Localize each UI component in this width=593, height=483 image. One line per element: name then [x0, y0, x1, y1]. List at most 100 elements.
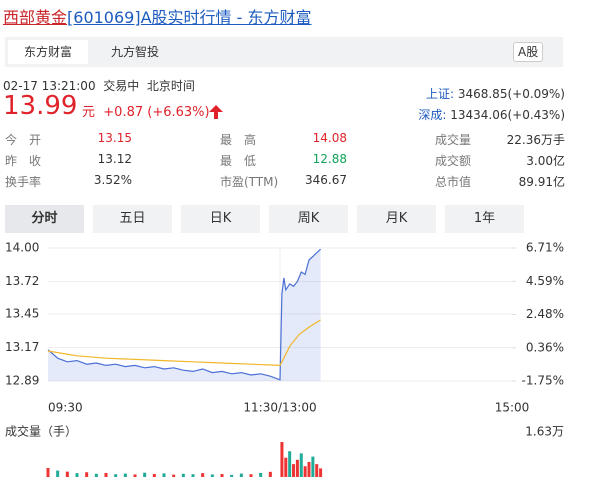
volume-bar [210, 474, 214, 477]
period-tab[interactable]: 月K [357, 205, 436, 233]
indices: 上证: 3468.85(+0.09%) 深成: 13434.06(+0.43%) [418, 84, 565, 126]
volume-bar [123, 473, 127, 477]
volume-max-label: 1.63万 [525, 425, 564, 439]
tab[interactable]: 东方财富 [8, 40, 88, 64]
zone: 北京时间 [146, 79, 195, 93]
stat-value: 22.36万手 [506, 133, 565, 147]
index: 上证: 3468.85(+0.09%) [418, 84, 565, 105]
index: 深成: 13434.06(+0.43%) [418, 105, 565, 126]
tab[interactable]: 九方智投 [110, 45, 159, 59]
title-link[interactable]: [601069]A股实时行情 - 东方财富 [67, 8, 312, 27]
period-tab[interactable]: 1年 [445, 205, 524, 233]
volume-bar [249, 474, 253, 477]
x-tick-label: 11:30/13:00 [243, 401, 316, 415]
market-badge: A股 [513, 42, 544, 62]
y-tick-label: 13.17 [5, 340, 39, 354]
y2-tick-label: 2.48% [526, 307, 564, 321]
period-tab[interactable]: 五日 [93, 205, 172, 233]
stat-value: 346.67 [305, 173, 347, 187]
intraday-chart: 14.00 13.72 13.45 13.17 12.89 6.71% 4.59% 2.48%… [5, 241, 564, 477]
volume-bar [114, 474, 118, 477]
volume-bar [94, 473, 98, 477]
volume-bar [65, 471, 69, 477]
stat-label: 成交量 [435, 133, 472, 147]
price-change: 元 +0.87 (+6.63%) [82, 101, 210, 120]
stat-value: 3.52% [93, 173, 132, 187]
tab-bar: 东方财富 九方智投 A股 [5, 37, 563, 67]
volume-bar [268, 471, 272, 477]
last-price: 13.99 [3, 91, 78, 121]
y-tick-label: 13.45 [5, 306, 39, 320]
stat-value: 13.15 [97, 131, 132, 145]
stat-value: 13.12 [97, 152, 132, 166]
volume-bar [288, 451, 292, 477]
volume-bar [85, 472, 89, 477]
stat-label: 昨 收 [5, 154, 42, 168]
volume-bar [239, 473, 243, 477]
volume-bar [162, 473, 166, 477]
volume-bar [143, 472, 147, 477]
volume-bar [201, 473, 205, 477]
volume-bar [56, 470, 60, 477]
stat-label: 成交额 [435, 154, 472, 168]
stock-name[interactable]: 西部黄金 [3, 8, 68, 27]
volume-bar [311, 456, 315, 477]
volume-bar [303, 466, 307, 477]
index-name[interactable]: 上证: [425, 87, 454, 101]
y-tick-label: 14.00 [5, 241, 39, 255]
change: +0.87 [103, 105, 144, 120]
volume-bar [220, 473, 224, 477]
volume-bar [295, 459, 299, 477]
change-pct: (+6.63%) [147, 105, 210, 120]
stat-label: 换手率 [5, 175, 42, 189]
stat-value: 12.88 [312, 152, 347, 166]
stat-label: 最 高 [220, 133, 257, 147]
time: 02-17 13:21:00 [3, 79, 96, 93]
price-line [47, 248, 322, 381]
unit: 元 [82, 105, 96, 120]
y2-tick-label: 6.71% [526, 241, 564, 255]
volume-bar [280, 442, 284, 477]
volume-label: 成交量（手） [5, 424, 77, 439]
volume-bar [299, 453, 303, 477]
volume-bar [230, 474, 234, 477]
y2-tick-label: -1.75% [522, 374, 564, 388]
x-tick-label: 15:00 [495, 401, 530, 415]
status: 02-17 13:21:00 交易中 北京时间 [3, 77, 195, 94]
volume-bar [307, 461, 311, 477]
stat-value: 89.91亿 [518, 175, 565, 189]
stat-value: 14.08 [312, 131, 347, 145]
volume-bar [104, 472, 108, 477]
period-tab[interactable]: 分时 [5, 205, 84, 233]
stat-label: 总市值 [435, 175, 472, 189]
volume-bar [133, 474, 137, 477]
up-arrow [209, 105, 223, 119]
period-tab[interactable]: 周K [269, 205, 348, 233]
stat-label: 最 低 [220, 154, 257, 168]
volume-bar [181, 473, 185, 477]
volume-bar [172, 474, 176, 477]
avg-line [47, 319, 321, 367]
volume-bar [259, 472, 263, 477]
volume-bar [292, 464, 296, 477]
index-value: 3468.85(+0.09%) [457, 87, 565, 101]
stat-label: 今 开 [5, 133, 42, 147]
volume-bar [284, 457, 288, 477]
index-name[interactable]: 深成: [418, 108, 447, 122]
index-value: 13434.06(+0.43%) [450, 108, 565, 122]
period-tab[interactable]: 日K [181, 205, 260, 233]
volume-bar [191, 474, 195, 477]
y-tick-label: 13.72 [5, 274, 39, 288]
stat-label: 市盈(TTM) [220, 175, 279, 189]
volume-bar [152, 473, 156, 477]
page-title: 西部黄金[601069]A股实时行情 - 东方财富 [3, 4, 311, 28]
volume-bar [315, 464, 319, 477]
price-area [48, 249, 321, 381]
state: 交易中 [103, 79, 140, 93]
y-tick-label: 12.89 [5, 374, 39, 388]
y2-tick-label: 4.59% [526, 274, 564, 288]
stat-value: 3.00亿 [526, 154, 565, 168]
volume-bar [46, 467, 50, 477]
x-tick-label: 09:30 [48, 401, 83, 415]
